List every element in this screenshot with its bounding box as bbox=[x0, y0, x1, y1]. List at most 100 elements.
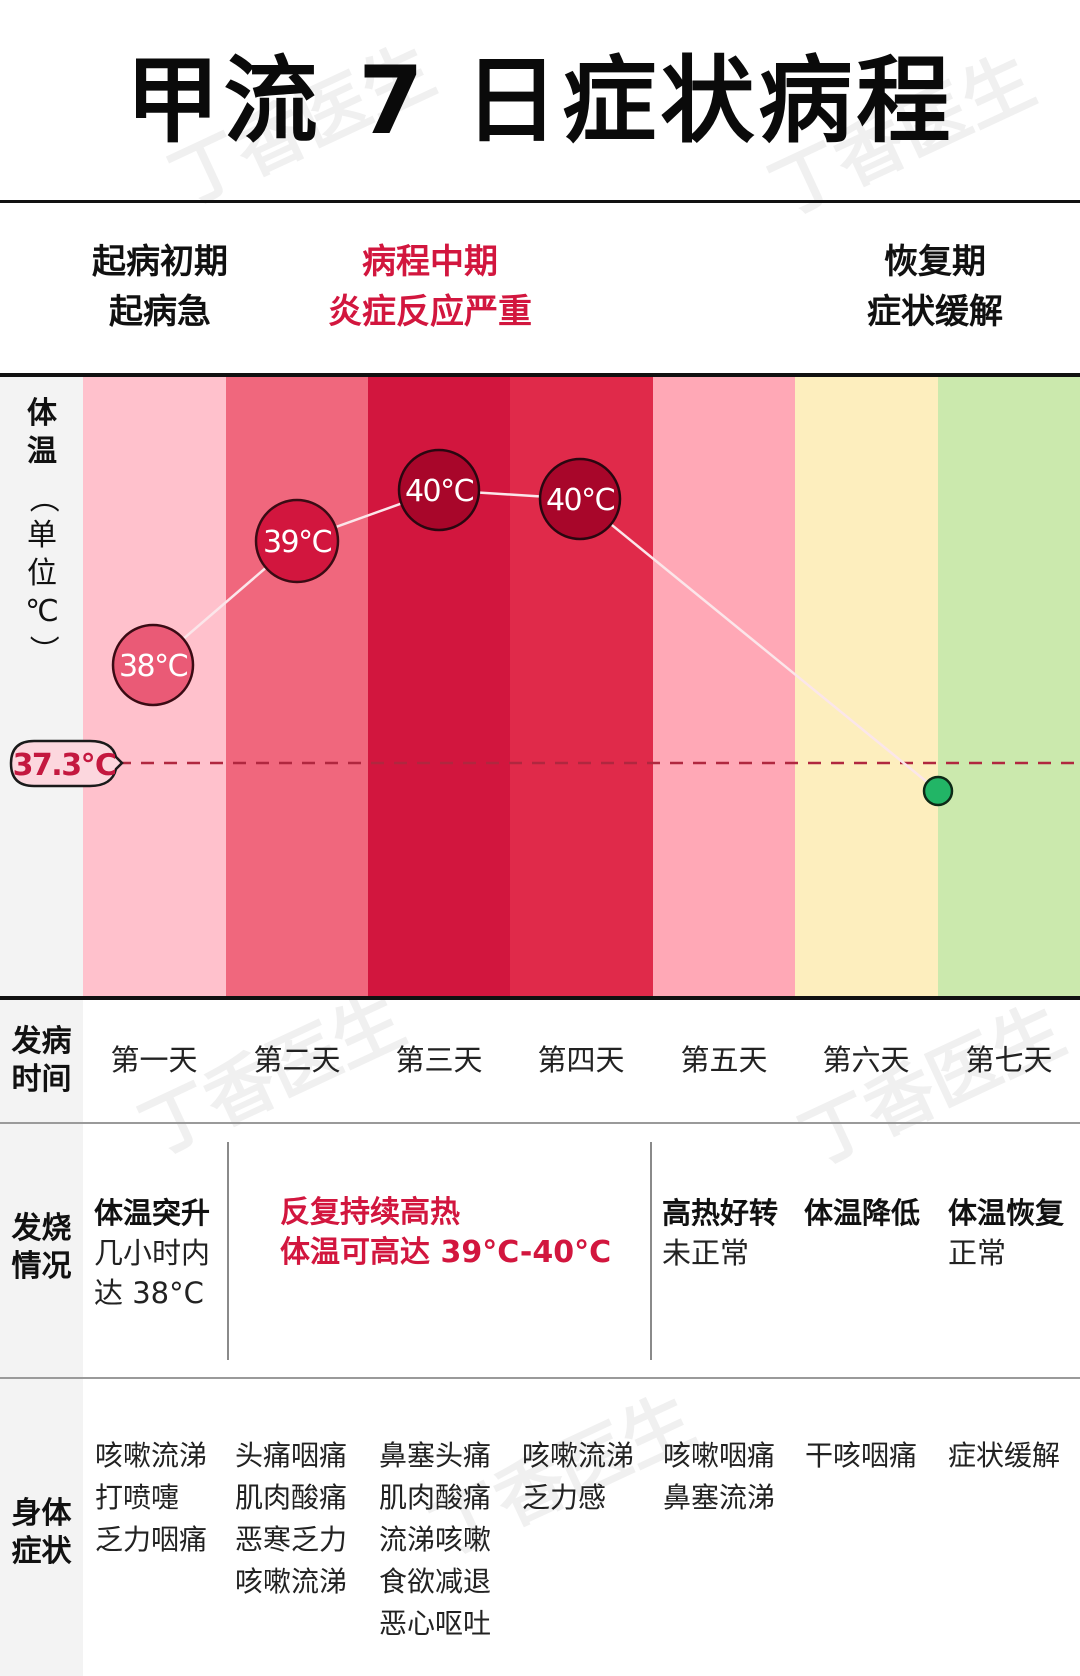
phase-middle-title: 病程中期 bbox=[362, 242, 498, 282]
fever-day5-title: 高热好转 bbox=[662, 1196, 779, 1230]
row-label-line: 发病 bbox=[11, 1024, 72, 1059]
fever-divider bbox=[227, 1142, 229, 1360]
fever-day7-line: 正常 bbox=[948, 1236, 1007, 1270]
fever-day6: 体温降低 bbox=[804, 1193, 920, 1233]
divider bbox=[0, 1377, 1080, 1379]
fever-divider bbox=[650, 1142, 652, 1360]
label-column bbox=[0, 1124, 83, 1378]
day-band-6 bbox=[795, 377, 938, 997]
row-label-line: 时间 bbox=[11, 1062, 72, 1097]
fever-day1-title: 体温突升 bbox=[94, 1196, 211, 1230]
symptom-item: 肌肉酸痛 bbox=[379, 1481, 492, 1514]
symptom-item: 恶寒乏力 bbox=[235, 1523, 348, 1556]
point-day4: 40°C bbox=[538, 457, 622, 541]
symptom-item: 症状缓解 bbox=[948, 1439, 1061, 1472]
label-column bbox=[0, 1379, 83, 1676]
divider bbox=[0, 1122, 1080, 1124]
svg-text:40°C: 40°C bbox=[546, 483, 615, 518]
symptom-item: 乏力咽痛 bbox=[95, 1523, 208, 1556]
symptoms-day2: 头痛咽痛 肌肉酸痛 恶寒乏力 咳嗽流涕 bbox=[235, 1435, 347, 1603]
symptom-item: 打喷嚏 bbox=[95, 1481, 180, 1514]
symptom-item: 流涕咳嗽 bbox=[379, 1523, 492, 1556]
symptom-item: 鼻塞头痛 bbox=[379, 1439, 492, 1472]
label-column bbox=[0, 1000, 83, 1122]
fever-day1-line: 几小时内 bbox=[94, 1236, 211, 1270]
symptom-item: 食欲减退 bbox=[379, 1565, 492, 1598]
fever-day1: 体温突升 几小时内 达 38°C bbox=[94, 1193, 210, 1313]
watermark: 丁香医生 bbox=[788, 989, 1077, 1182]
fever-day1-line: 达 38°C bbox=[94, 1276, 204, 1310]
fever-mid-line: 体温可高达 39°C-40°C bbox=[280, 1235, 612, 1270]
point-day2: 39°C bbox=[254, 498, 340, 584]
row-label-line: 情况 bbox=[11, 1249, 72, 1284]
symptom-item: 干咳咽痛 bbox=[805, 1439, 918, 1472]
divider bbox=[0, 200, 1080, 203]
page-title: 甲流 7 日症状病程 bbox=[125, 47, 955, 156]
symptoms-day5: 咳嗽咽痛 鼻塞流涕 bbox=[663, 1435, 775, 1519]
divider bbox=[0, 996, 1080, 1000]
row-label-line: 症状 bbox=[11, 1534, 72, 1569]
y-axis-unit-char: 单 bbox=[27, 518, 57, 553]
y-axis-unit-char: ℃ bbox=[25, 594, 59, 629]
fever-day7: 体温恢复 正常 bbox=[948, 1193, 1064, 1273]
temperature-chart: 37.3℃ 38°C 39°C 40°C 40°C bbox=[9, 448, 1080, 807]
chart-label-column bbox=[0, 377, 83, 997]
symptoms-day4: 咳嗽流涕 乏力感 bbox=[522, 1435, 634, 1519]
symptom-item: 乏力感 bbox=[522, 1481, 607, 1514]
symptom-item: 肌肉酸痛 bbox=[235, 1481, 348, 1514]
phase-recovery-desc: 症状缓解 bbox=[867, 292, 1003, 332]
symptom-item: 鼻塞流涕 bbox=[663, 1481, 776, 1514]
symptom-item: 咳嗽流涕 bbox=[522, 1439, 635, 1472]
symptoms-day3: 鼻塞头痛 肌肉酸痛 流涕咳嗽 食欲减退 恶心呕吐 bbox=[379, 1435, 491, 1645]
point-day3: 40°C bbox=[397, 448, 481, 532]
phase-middle: 病程中期 炎症反应严重 bbox=[290, 237, 570, 337]
day-band-5 bbox=[653, 377, 795, 997]
fever-day7-title: 体温恢复 bbox=[948, 1196, 1065, 1230]
phase-recovery-title: 恢复期 bbox=[884, 242, 986, 282]
row-label-line: 发烧 bbox=[11, 1211, 72, 1246]
symptoms-day7: 症状缓解 bbox=[948, 1435, 1060, 1477]
svg-text:38°C: 38°C bbox=[119, 649, 188, 684]
day-label-5: 第五天 bbox=[680, 1043, 768, 1077]
y-axis-label: 体 温 （ 单 位 ℃ ） bbox=[22, 395, 62, 669]
row-label-onset-time: 发病 时间 bbox=[0, 1023, 83, 1099]
fever-day5-line: 未正常 bbox=[662, 1236, 750, 1270]
phase-recovery: 恢复期 症状缓解 bbox=[835, 237, 1035, 337]
day-label-6: 第六天 bbox=[822, 1043, 910, 1077]
day-label-2: 第二天 bbox=[253, 1043, 341, 1077]
fever-mid-line: 反复持续高热 bbox=[280, 1195, 460, 1230]
symptoms-day1: 咳嗽流涕 打喷嚏 乏力咽痛 bbox=[95, 1435, 207, 1561]
fever-day2-4: 反复持续高热 体温可高达 39°C-40°C bbox=[280, 1193, 611, 1273]
symptom-item: 头痛咽痛 bbox=[235, 1439, 348, 1472]
day-label-7: 第七天 bbox=[965, 1043, 1053, 1077]
phase-early: 起病初期 起病急 bbox=[60, 237, 260, 337]
y-axis-char: 温 bbox=[27, 434, 57, 469]
baseline-label: 37.3℃ bbox=[9, 739, 124, 788]
symptoms-day6: 干咳咽痛 bbox=[805, 1435, 917, 1477]
symptom-item: 咳嗽咽痛 bbox=[663, 1439, 776, 1472]
day-label-3: 第三天 bbox=[395, 1043, 483, 1077]
day-label-1: 第一天 bbox=[110, 1043, 198, 1077]
y-axis-char: 体 bbox=[27, 396, 57, 431]
day-band-2 bbox=[226, 377, 368, 997]
point-day1: 38°C bbox=[111, 623, 195, 707]
symptom-item: 恶心呕吐 bbox=[379, 1607, 492, 1640]
svg-text:40°C: 40°C bbox=[405, 474, 474, 509]
day-band-7 bbox=[938, 377, 1080, 997]
fever-day6-title: 体温降低 bbox=[804, 1196, 921, 1230]
symptom-item: 咳嗽流涕 bbox=[235, 1565, 348, 1598]
phase-early-title: 起病初期 bbox=[92, 242, 228, 282]
y-axis-unit-char: 位 bbox=[27, 556, 57, 591]
divider bbox=[0, 373, 1080, 377]
phase-middle-desc: 炎症反应严重 bbox=[328, 292, 532, 332]
recovery-point bbox=[922, 775, 954, 807]
phase-early-desc: 起病急 bbox=[109, 292, 211, 332]
fever-day5: 高热好转 未正常 bbox=[662, 1193, 778, 1273]
row-label-line: 身体 bbox=[11, 1496, 72, 1531]
day-label-4: 第四天 bbox=[537, 1043, 625, 1077]
svg-text:37.3℃: 37.3℃ bbox=[13, 748, 116, 783]
row-label-symptoms: 身体 症状 bbox=[0, 1495, 83, 1571]
row-label-fever: 发烧 情况 bbox=[0, 1210, 83, 1286]
symptom-item: 咳嗽流涕 bbox=[95, 1439, 208, 1472]
svg-text:39°C: 39°C bbox=[263, 525, 332, 560]
